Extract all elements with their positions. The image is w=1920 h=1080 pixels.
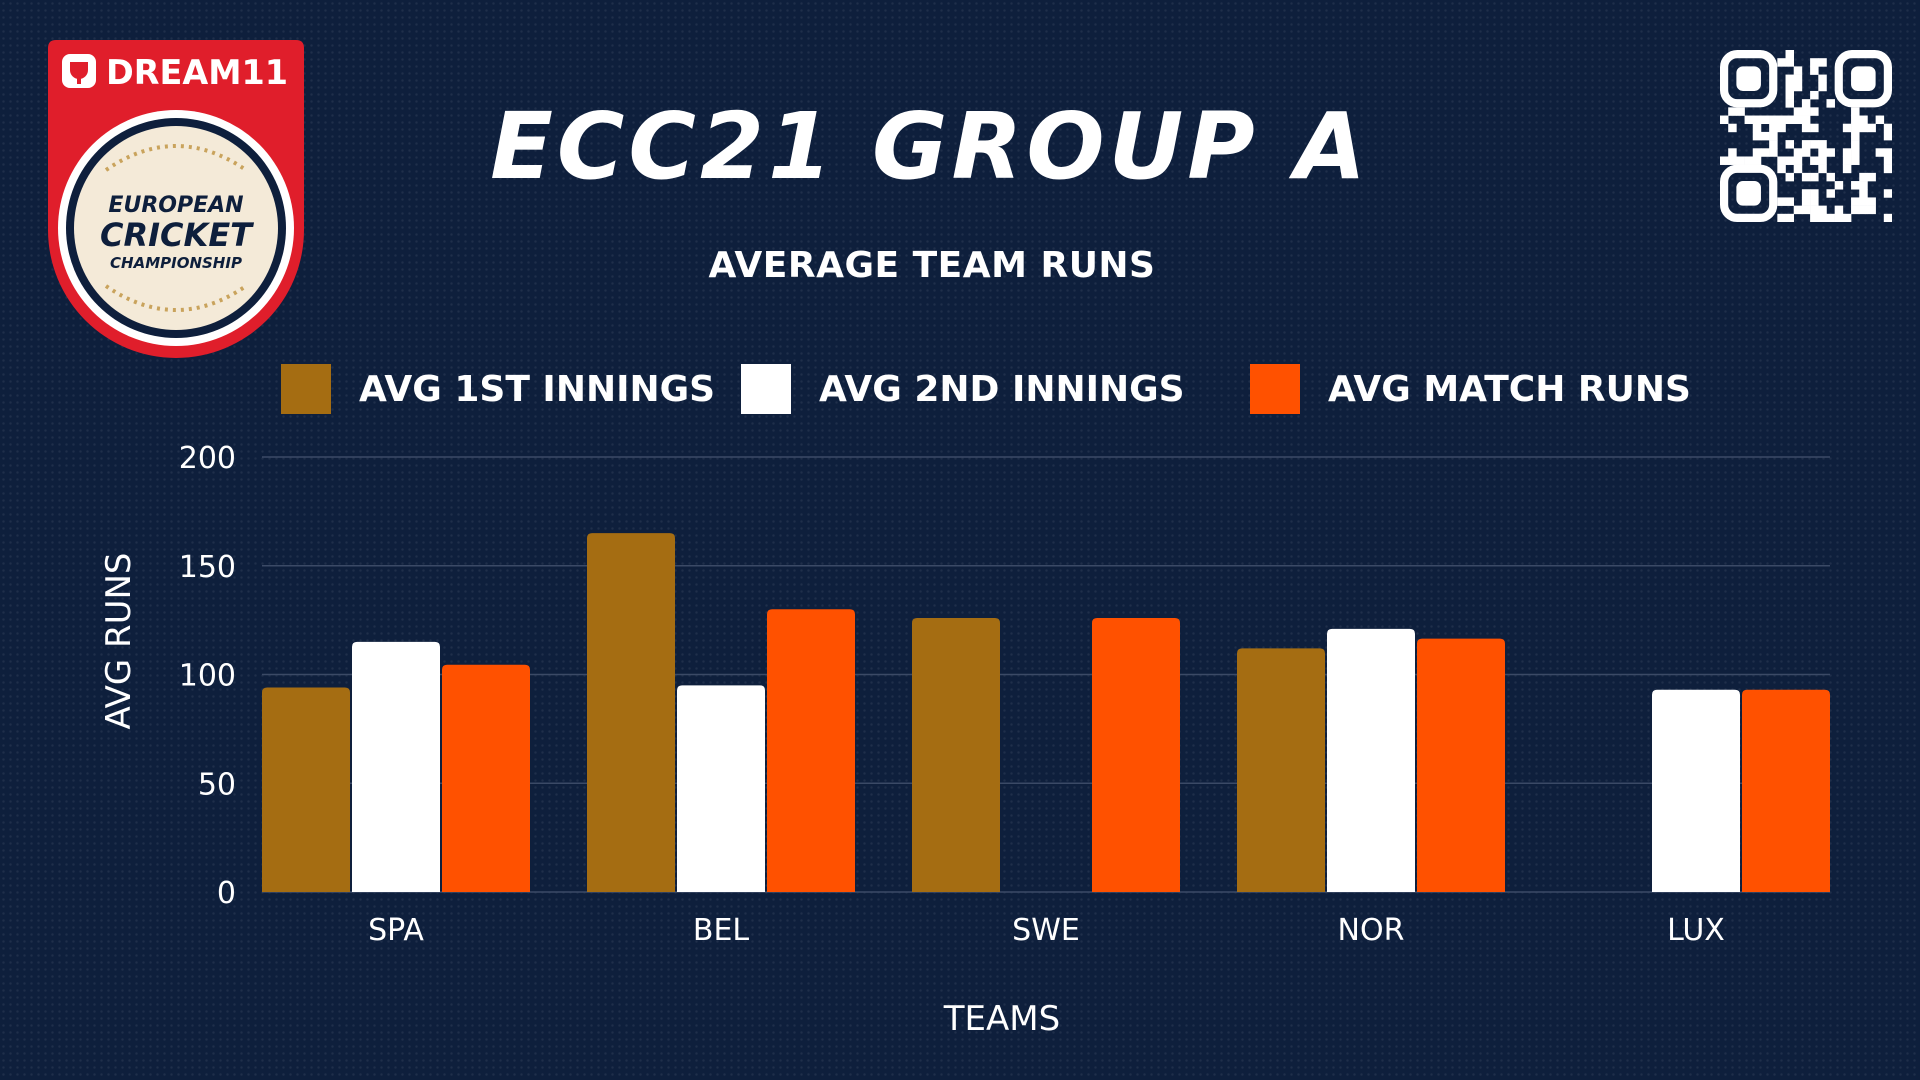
legend-swatch-match-runs — [1250, 364, 1300, 414]
x-tick-label-bel: BEL — [693, 913, 750, 948]
bar-lux-series-2 — [1652, 689, 1740, 892]
legend-item-match-runs: AVG MATCH RUNS — [1250, 362, 1691, 416]
bar-lux-series-3 — [1742, 689, 1830, 892]
bar-spa-series-2 — [352, 641, 440, 892]
legend-item-second-innings: AVG 2ND INNINGS — [741, 362, 1185, 416]
legend-label-first-innings: AVG 1ST INNINGS — [359, 368, 716, 410]
bar-spa-series-1 — [262, 687, 350, 892]
y-tick-label: 200 — [179, 441, 236, 476]
bar-bel-series-2 — [677, 685, 765, 892]
x-tick-label-spa: SPA — [368, 913, 424, 948]
bar-spa-series-3 — [442, 664, 530, 892]
x-tick-label-swe: SWE — [1012, 913, 1080, 948]
logo-brand-text: DREAM11 — [106, 53, 288, 93]
legend-swatch-second-innings — [741, 364, 791, 414]
bar-swe-series-1 — [912, 617, 1000, 892]
y-tick-label: 100 — [179, 659, 236, 694]
chart-subtitle: AVERAGE TEAM RUNS — [708, 245, 1156, 286]
logo-line3-text: CHAMPIONSHIP — [110, 254, 242, 272]
x-tick-label-lux: LUX — [1667, 913, 1725, 948]
bar-bel-series-1 — [587, 533, 675, 892]
axis-labels: 0 50 100 150 200 SPA BEL SWE NOR LUX — [179, 441, 1725, 948]
logo-ball-seam-bottom — [104, 284, 248, 312]
x-tick-label-nor: NOR — [1338, 913, 1405, 948]
logo-ball-icon — [74, 126, 278, 330]
chart-title: ECC21 GROUP A — [490, 93, 1370, 200]
logo-line1-text: EUROPEAN — [108, 193, 243, 218]
legend-item-first-innings: AVG 1ST INNINGS — [281, 362, 715, 416]
logo-ball-seam-top — [104, 144, 248, 172]
bar-swe-series-3 — [1092, 617, 1180, 892]
bar-nor-series-3 — [1417, 638, 1505, 892]
bars — [262, 533, 1830, 892]
y-tick-label: 0 — [217, 876, 236, 911]
x-axis-title: TEAMS — [943, 999, 1060, 1039]
dream11-ecc-logo: DREAM11 EUROPEAN CRICKET CHAMPIONSHIP — [48, 40, 304, 358]
legend-label-second-innings: AVG 2ND INNINGS — [819, 368, 1185, 410]
bar-nor-series-2 — [1327, 628, 1415, 892]
dream11-brand-icon — [62, 54, 96, 88]
logo-line2-text: CRICKET — [100, 216, 254, 254]
bar-bel-series-3 — [767, 609, 855, 892]
y-axis-title: AVG RUNS — [99, 552, 139, 729]
y-tick-label: 50 — [198, 767, 236, 802]
legend-swatch-first-innings — [281, 364, 331, 414]
qr-code-icon[interactable] — [1720, 50, 1892, 222]
bar-nor-series-1 — [1237, 648, 1325, 892]
y-tick-label: 150 — [179, 550, 236, 585]
legend-label-match-runs: AVG MATCH RUNS — [1328, 368, 1691, 410]
